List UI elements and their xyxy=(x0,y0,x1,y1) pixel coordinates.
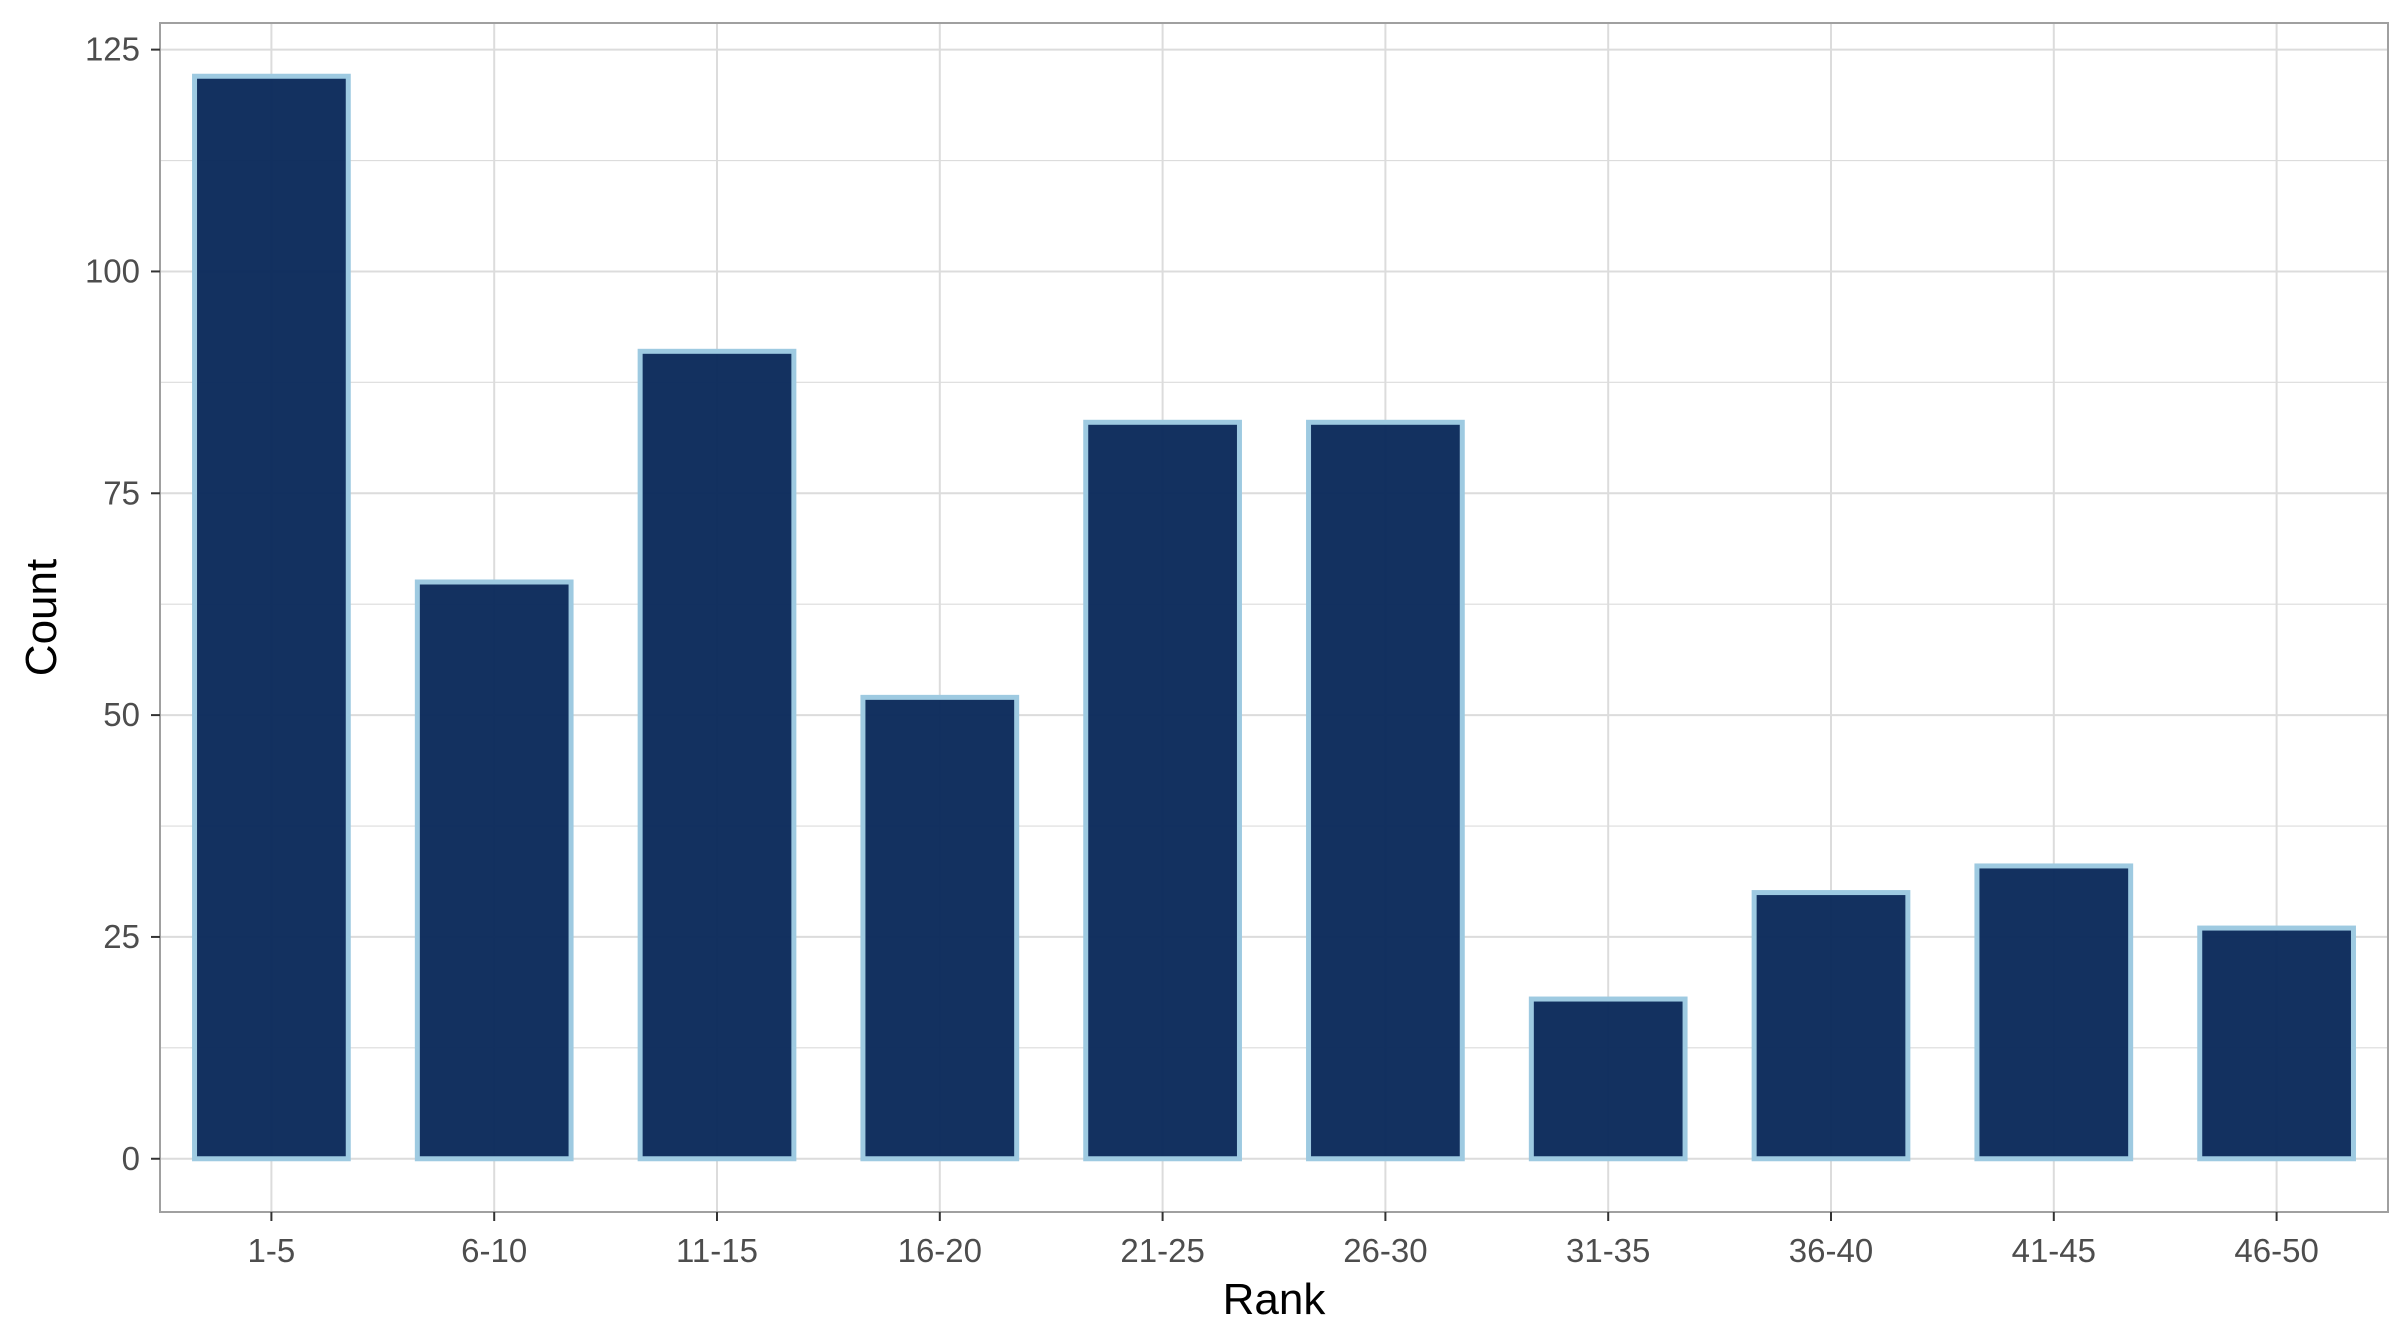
bar-6-10 xyxy=(414,579,574,1162)
y-tick-label: 100 xyxy=(85,252,140,289)
x-tick-label: 16-20 xyxy=(898,1232,982,1269)
y-axis-title: Count xyxy=(17,559,66,676)
y-axis: 0 25 50 75 100 125 xyxy=(85,31,160,1177)
x-tick-label: 6-10 xyxy=(461,1232,527,1269)
x-tick-label: 21-25 xyxy=(1120,1232,1204,1269)
bars xyxy=(192,73,2356,1162)
bar-1-5 xyxy=(192,73,351,1162)
x-tick-label: 26-30 xyxy=(1343,1232,1427,1269)
panel-border xyxy=(159,22,2389,1213)
bar-36-40 xyxy=(1751,890,1911,1162)
bar-46-50 xyxy=(2197,925,2356,1162)
bar-11-15 xyxy=(637,348,797,1162)
x-axis-title: Rank xyxy=(1223,1275,1327,1324)
bar-16-20 xyxy=(860,694,1020,1162)
y-tick-label: 75 xyxy=(103,474,140,511)
bar-31-35 xyxy=(1528,996,1688,1162)
bar-41-45 xyxy=(1974,863,2134,1162)
y-tick-label: 25 xyxy=(103,918,140,955)
x-tick-label: 46-50 xyxy=(2234,1232,2318,1269)
y-tick-label: 125 xyxy=(85,31,140,68)
bar-21-25 xyxy=(1083,419,1242,1162)
x-tick-label: 11-15 xyxy=(676,1232,758,1269)
x-tick-label: 1-5 xyxy=(248,1232,296,1269)
x-tick-label: 36-40 xyxy=(1789,1232,1873,1269)
x-tick-label: 41-45 xyxy=(2012,1232,2096,1269)
x-tick-label: 31-35 xyxy=(1566,1232,1650,1269)
y-tick-label: 0 xyxy=(122,1140,140,1177)
y-tick-label: 50 xyxy=(103,696,140,733)
bar-26-30 xyxy=(1306,419,1465,1162)
x-axis: 1-5 6-10 11-15 16-20 21-25 26-30 31-35 36-40 41-… xyxy=(248,1212,2319,1269)
